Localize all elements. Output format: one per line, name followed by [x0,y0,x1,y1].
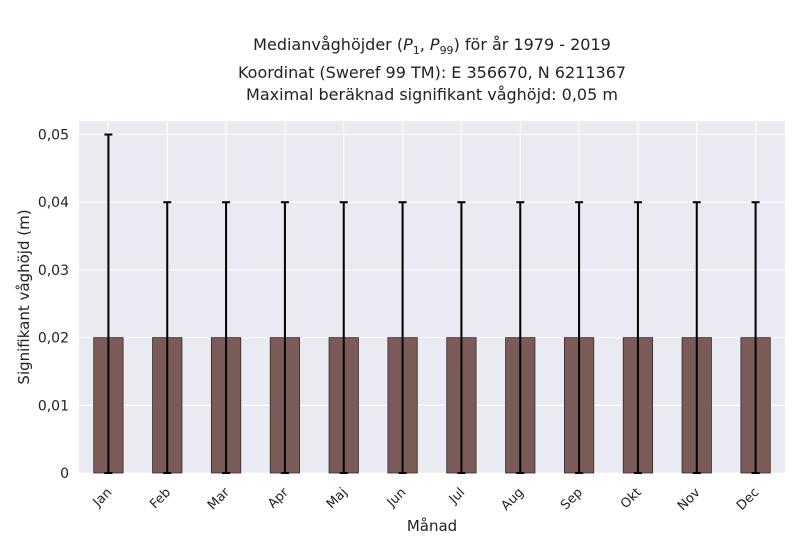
y-tick-label: 0,01 [38,398,69,414]
x-tick-label: Dec [734,485,762,513]
x-tick-label: Mar [205,485,233,513]
chart-title-line-3: Maximal beräknad signifikant våghöjd: 0,… [246,85,618,105]
y-tick-label: 0,05 [38,128,69,144]
x-axis-label: Månad [407,517,457,535]
x-tick-label: Jan [90,485,115,510]
x-tick-label: Apr [265,485,292,512]
chart-title-line-1: Medianvåghöjder (P1, P99) för år 1979 - … [253,35,611,58]
y-tick-label: 0 [60,466,69,482]
x-tick-label: Jun [384,485,410,511]
x-tick-label: Aug [499,485,528,514]
y-tick-label: 0,02 [38,331,69,347]
x-tick-label: Okt [618,485,645,512]
y-tick-label: 0,03 [38,263,69,279]
plot-area [79,121,785,473]
x-tick-label: Nov [675,485,704,514]
x-tick-label: Sep [558,485,586,513]
y-tick-label: 0,04 [38,195,69,211]
x-tick-label: Jul [446,485,468,507]
x-tick-label: Maj [324,485,351,512]
y-axis-label: Signifikant våghöjd (m) [15,209,33,384]
chart-title: Medianvåghöjder (P1, P99) för år 1979 - … [0,34,800,106]
x-tick-label: Feb [147,485,174,512]
chart-title-line-2: Koordinat (Sweref 99 TM): E 356670, N 62… [237,63,627,83]
